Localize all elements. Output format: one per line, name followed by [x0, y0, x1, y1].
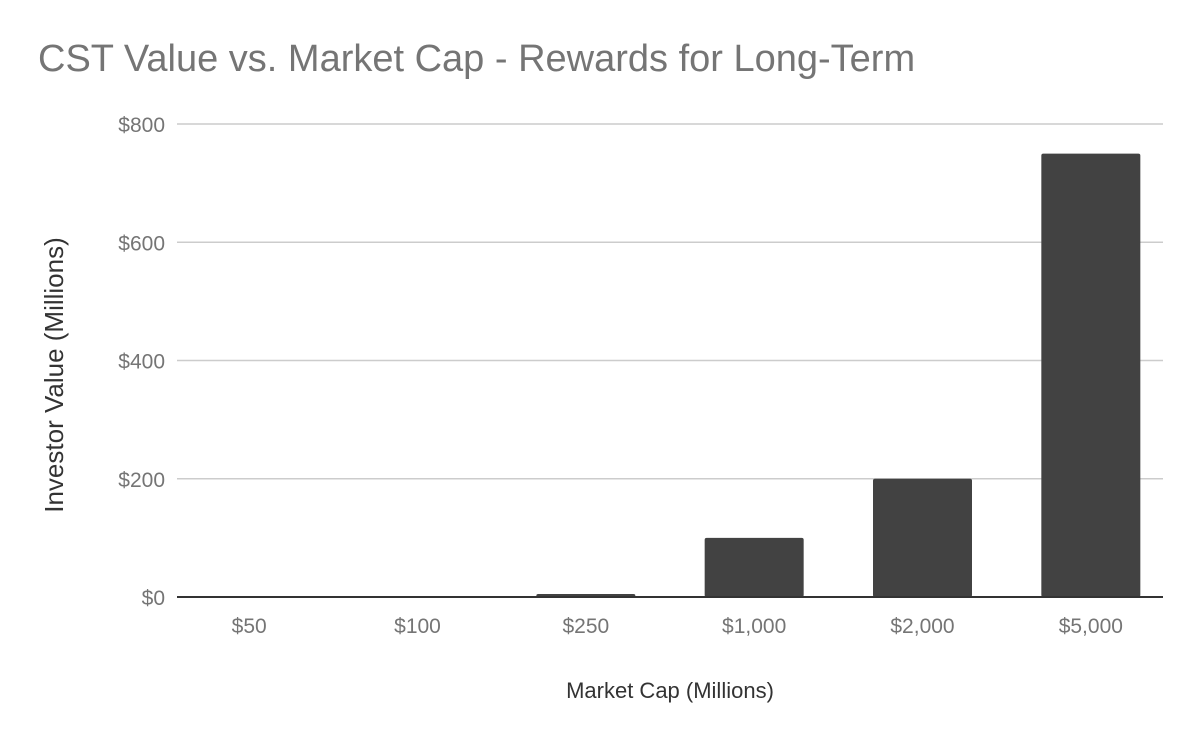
x-tick-label: $100 [394, 615, 441, 638]
x-tick-label: $50 [232, 615, 267, 638]
bar [704, 537, 804, 597]
y-tick-label: $400 [118, 351, 165, 374]
x-tick-label: $250 [562, 615, 609, 638]
y-axis-title: Investor Value (Millions) [39, 237, 69, 513]
x-axis-title: Market Cap (Millions) [566, 678, 774, 703]
y-tick-label: $200 [118, 469, 165, 492]
bar [1041, 153, 1141, 597]
chart-title: CST Value vs. Market Cap - Rewards for L… [38, 38, 916, 80]
x-tick-label: $1,000 [722, 615, 786, 638]
y-tick-label: $600 [118, 232, 165, 255]
bar [873, 478, 972, 597]
y-tick-label: $0 [142, 587, 165, 610]
x-tick-label: $5,000 [1059, 615, 1123, 638]
x-tick-label: $2,000 [890, 615, 954, 638]
y-tick-label: $800 [118, 114, 165, 137]
